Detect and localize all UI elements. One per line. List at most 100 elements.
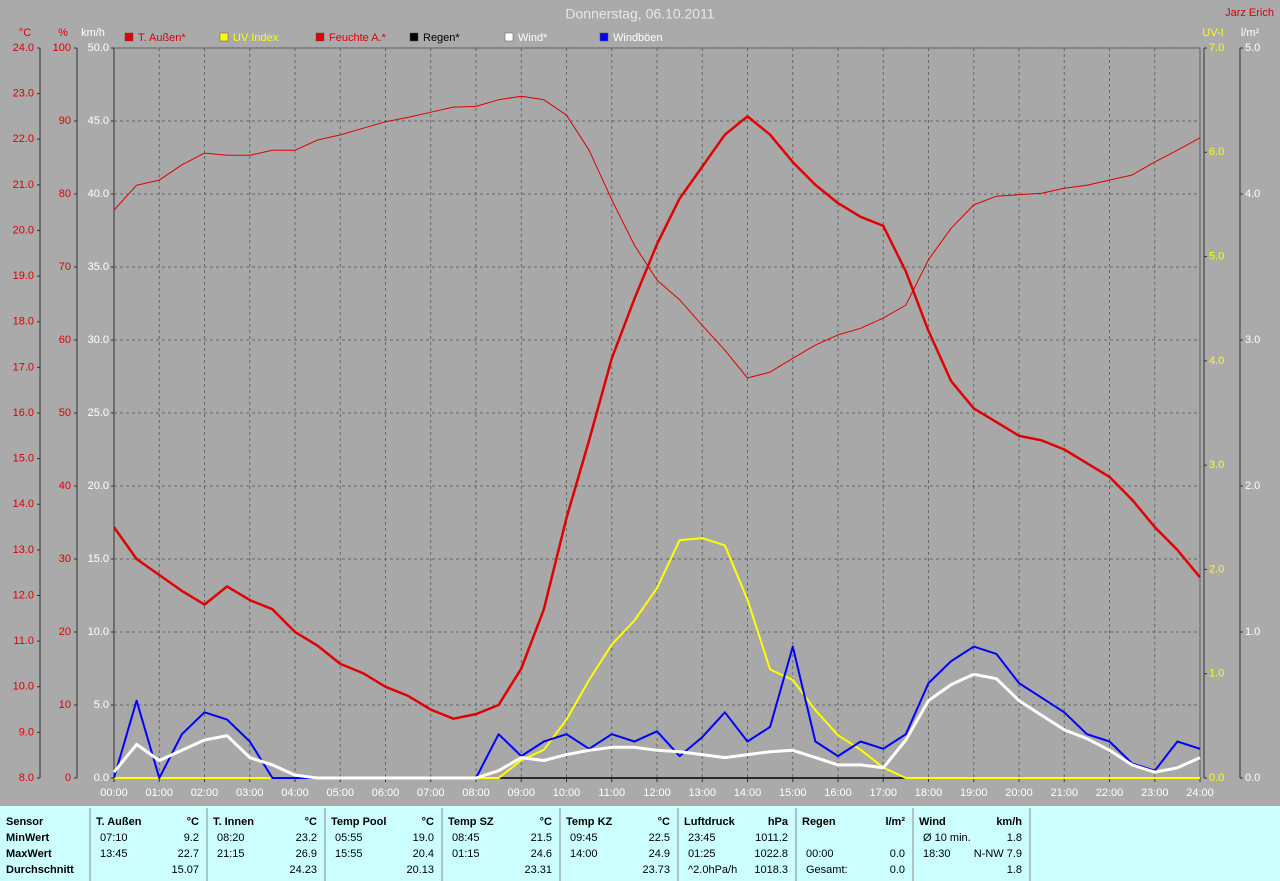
stat-time: 14:00: [570, 848, 598, 860]
axis-unit: %: [58, 27, 68, 39]
stat-value: 20.4: [413, 848, 434, 860]
y-tick-label: 40.0: [88, 188, 109, 200]
stat-value: 24.23: [289, 864, 317, 876]
y-tick-label: 6.0: [1209, 146, 1224, 158]
y-tick-label: 19.0: [13, 270, 34, 282]
y-tick-label: 17.0: [13, 361, 34, 373]
y-tick-label: 23.0: [13, 88, 34, 100]
stat-value: 23.2: [296, 832, 317, 844]
x-tick-label: 22:00: [1096, 787, 1124, 799]
stat-time: 15:55: [335, 848, 363, 860]
stat-value: 20.13: [406, 864, 434, 876]
y-tick-label: 21.0: [13, 179, 34, 191]
stat-time: 07:10: [100, 832, 128, 844]
y-tick-label: 80: [59, 188, 71, 200]
y-tick-label: 14.0: [13, 498, 34, 510]
y-tick-label: 5.0: [1245, 42, 1260, 54]
legend-label: UV Index: [233, 32, 279, 44]
x-tick-label: 18:00: [915, 787, 943, 799]
y-tick-label: 30.0: [88, 334, 109, 346]
x-tick-label: 19:00: [960, 787, 988, 799]
y-tick-label: 90: [59, 115, 71, 127]
series-line: [113, 645, 1201, 779]
y-tick-label: 12.0: [13, 589, 34, 601]
stat-value: 1.8: [1007, 864, 1022, 876]
group-unit: °C: [305, 816, 317, 828]
y-tick-label: 22.0: [13, 133, 34, 145]
legend-swatch: [599, 32, 609, 42]
x-tick-label: 04:00: [281, 787, 309, 799]
x-tick-label: 24:00: [1186, 787, 1214, 799]
stat-value: 19.0: [413, 832, 434, 844]
y-tick-label: 50.0: [88, 42, 109, 54]
stat-time: 01:25: [688, 848, 716, 860]
x-tick-label: 12:00: [643, 787, 671, 799]
chart-title: Donnerstag, 06.10.2011: [565, 6, 714, 22]
y-tick-label: 2.0: [1209, 563, 1224, 575]
stat-time: Gesamt:: [806, 864, 848, 876]
stat-value: 15.07: [171, 864, 199, 876]
stat-value: 23.73: [642, 864, 670, 876]
x-tick-label: 07:00: [417, 787, 445, 799]
stat-time: 01:15: [452, 848, 480, 860]
y-tick-label: 13.0: [13, 544, 34, 556]
y-tick-label: 4.0: [1209, 355, 1224, 367]
x-tick-label: 13:00: [688, 787, 716, 799]
stat-value: 22.7: [178, 848, 199, 860]
group-name: Temp SZ: [448, 816, 494, 828]
stat-time: 18:30: [923, 848, 951, 860]
group-unit: l/m²: [885, 816, 905, 828]
group-name: Temp Pool: [331, 816, 386, 828]
x-tick-label: 15:00: [779, 787, 807, 799]
y-tick-label: 15.0: [13, 453, 34, 465]
stat-time: 23:45: [688, 832, 716, 844]
stat-value: 1.8: [1007, 832, 1022, 844]
stat-value: N-NW 7.9: [974, 848, 1022, 860]
y-tick-label: 24.0: [13, 42, 34, 54]
legend-label: T. Außen*: [138, 32, 186, 44]
y-tick-label: 20: [59, 626, 71, 638]
y-tick-label: 9.0: [19, 726, 34, 738]
y-tick-label: 35.0: [88, 261, 109, 273]
y-tick-label: 20.0: [88, 480, 109, 492]
group-unit: °C: [658, 816, 670, 828]
stats-table: Sensor MinWert MaxWert Durchschnitt T. Außen…: [6, 808, 1031, 881]
group-unit: °C: [540, 816, 552, 828]
axis-unit: l/m²: [1241, 27, 1260, 39]
group-unit: °C: [187, 816, 199, 828]
stat-time: 08:45: [452, 832, 480, 844]
stat-time: 13:45: [100, 848, 128, 860]
stat-value: 21.5: [531, 832, 552, 844]
stat-value: 0.0: [890, 848, 905, 860]
y-tick-label: 3.0: [1209, 459, 1224, 471]
stat-time: 08:20: [217, 832, 245, 844]
y-tick-label: 2.0: [1245, 480, 1260, 492]
y-tick-label: 10.0: [88, 626, 109, 638]
group-name: Regen: [802, 816, 836, 828]
y-tick-label: 15.0: [88, 553, 109, 565]
stat-value: 23.31: [524, 864, 552, 876]
stat-value: 1022.8: [754, 848, 788, 860]
x-tick-label: 21:00: [1050, 787, 1078, 799]
series-line: [112, 672, 1201, 780]
y-tick-label: 60: [59, 334, 71, 346]
group-unit: °C: [422, 816, 434, 828]
x-tick-label: 06:00: [372, 787, 400, 799]
stat-time: 00:00: [806, 848, 834, 860]
group-name: Temp KZ: [566, 816, 613, 828]
stat-time: 09:45: [570, 832, 598, 844]
x-tick-label: 17:00: [869, 787, 897, 799]
stat-value: 1018.3: [754, 864, 788, 876]
row-label: Durchschnitt: [6, 864, 74, 876]
x-tick-label: 23:00: [1141, 787, 1169, 799]
legend-label: Windböen: [613, 32, 663, 44]
y-tick-label: 20.0: [13, 224, 34, 236]
axis-unit: °C: [19, 27, 31, 39]
group-name: T. Außen: [96, 816, 142, 828]
y-tick-label: 0: [65, 772, 71, 784]
y-tick-label: 0.0: [1209, 772, 1224, 784]
stat-time: 05:55: [335, 832, 363, 844]
y-tick-label: 40: [59, 480, 71, 492]
